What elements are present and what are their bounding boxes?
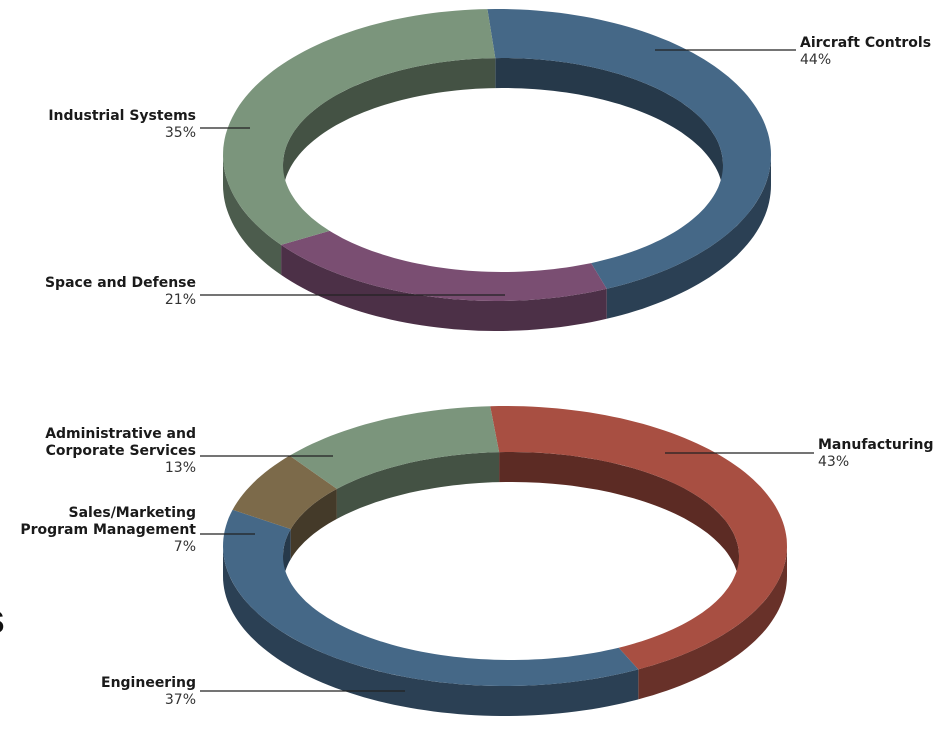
- ring-inner-walls: [283, 58, 723, 195]
- label-value-engineering: 37%: [165, 692, 196, 708]
- ring-side-walls: [223, 155, 771, 331]
- outer-wall-space-and-defense: [281, 244, 607, 331]
- label-name-sales-marketing-program-management-1: Sales/Marketing: [69, 505, 196, 521]
- slice-aircraft-controls: [487, 9, 771, 289]
- ring-inner-walls: [283, 452, 739, 586]
- outer-wall-aircraft-controls: [606, 155, 771, 319]
- label-name-space-and-defense: Space and Defense: [45, 275, 196, 291]
- label-name-engineering: Engineering: [101, 675, 196, 691]
- inner-wall-administrative-and-corporate-services: [336, 452, 500, 519]
- outer-wall-manufacturing: [638, 546, 787, 700]
- slice-sales-marketing-program-management: [232, 455, 337, 530]
- slice-manufacturing: [490, 406, 787, 670]
- inner-wall-aircraft-controls: [495, 58, 723, 195]
- inner-wall-industrial-systems: [283, 58, 496, 195]
- slice-space-and-defense: [281, 230, 607, 301]
- leader-lines: [200, 49, 796, 296]
- outer-wall-engineering: [223, 546, 639, 716]
- leader-lines: [200, 452, 814, 692]
- inner-wall-manufacturing: [499, 452, 739, 586]
- ring-top-surfaces: [223, 406, 787, 686]
- label-name-manufacturing: Manufacturing: [818, 437, 934, 453]
- slice-administrative-and-corporate-services: [289, 406, 500, 489]
- inner-wall-sales-marketing-program-management: [290, 488, 337, 560]
- label-name-aircraft-controls: Aircraft Controls: [800, 35, 931, 51]
- ring-side-walls: [223, 546, 787, 716]
- label-value-sales-marketing-program-management: 7%: [174, 539, 196, 555]
- label-value-administrative-and-corporate-services: 13%: [165, 460, 196, 476]
- label-name-industrial-systems: Industrial Systems: [48, 108, 196, 124]
- label-value-manufacturing: 43%: [818, 454, 849, 470]
- partial-title-text: ns: [0, 598, 49, 640]
- outer-wall-industrial-systems: [223, 155, 282, 275]
- label-name-administrative-and-corporate-services-1: Administrative and: [45, 426, 196, 442]
- slice-industrial-systems: [223, 9, 496, 245]
- label-name-sales-marketing-program-management-2: Program Management: [20, 522, 196, 538]
- label-value-space-and-defense: 21%: [165, 292, 196, 308]
- label-value-industrial-systems: 35%: [165, 125, 196, 141]
- ring-top-surfaces: [223, 9, 771, 301]
- label-name-administrative-and-corporate-services-2: Corporate Services: [46, 443, 196, 459]
- slice-engineering: [223, 509, 639, 686]
- label-value-aircraft-controls: 44%: [800, 52, 831, 68]
